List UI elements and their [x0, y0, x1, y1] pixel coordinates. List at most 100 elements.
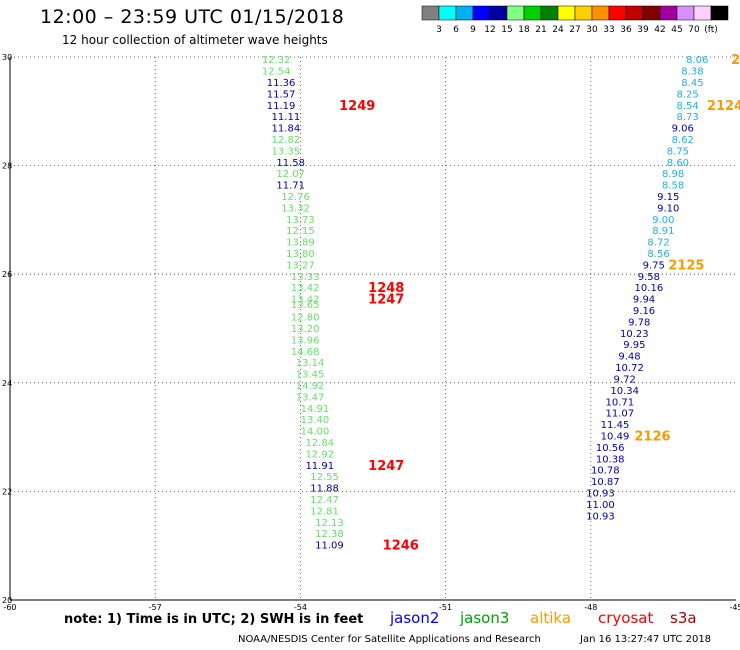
wave-height-value: 8.45: [681, 78, 703, 89]
track-label: 1247: [368, 459, 404, 474]
scale-label: 18: [518, 25, 530, 35]
y-tick-label: 24: [2, 379, 12, 388]
y-tick-label: 30: [2, 53, 12, 62]
wave-height-value: 11.88: [310, 484, 339, 495]
x-tick-label: -60: [3, 603, 16, 612]
wave-height-value: 8.06: [686, 55, 708, 66]
wave-height-value: 9.06: [672, 124, 694, 135]
track-label: 2126: [634, 429, 670, 444]
wave-height-value: 9.95: [623, 340, 645, 351]
wave-height-value: 11.71: [276, 181, 305, 192]
wave-height-value: 12.55: [310, 472, 339, 483]
scale-label: 12: [484, 25, 495, 35]
y-tick-label: 20: [2, 596, 12, 605]
wave-height-value: 12.38: [315, 529, 344, 540]
footer-timestamp: Jan 16 13:27:47 UTC 2018: [580, 634, 712, 645]
wave-height-value: 11.91: [305, 461, 334, 472]
wave-height-value: 9.16: [633, 306, 655, 317]
wave-height-value: 14.92: [296, 381, 325, 392]
mission-cryosat: cryosat: [598, 609, 654, 627]
scale-label: 42: [654, 25, 665, 35]
footer-credit: NOAA/NESDIS Center for Satellite Applica…: [238, 634, 541, 645]
wave-height-value: 10.72: [615, 363, 644, 374]
wave-height-value: 13.20: [291, 324, 320, 335]
wave-height-value: 8.91: [652, 226, 674, 237]
wave-height-value: 11.36: [267, 78, 296, 89]
scale-label: 36: [620, 25, 632, 35]
scale-label: 27: [569, 25, 580, 35]
scale-label: 15: [501, 25, 512, 35]
color-scale: 3 6 9 12 15 18 21 24 27 30 33 36 39 42 45 70 (ft): [421, 5, 729, 35]
wave-height-value: 13.33: [291, 272, 320, 283]
wave-height-value: 13.45: [296, 370, 325, 381]
wave-height-value: 11.07: [606, 409, 635, 420]
wave-height-value: 11.00: [586, 500, 615, 511]
wave-height-value: 13.65: [291, 300, 320, 311]
track-label: 1248: [368, 281, 404, 296]
wave-height-value: 10.38: [596, 454, 625, 465]
wave-height-value: 12.82: [272, 135, 301, 146]
scale-label: 30: [586, 25, 598, 35]
y-tick-label: 28: [2, 162, 12, 171]
wave-height-value: 12.81: [310, 506, 339, 517]
wave-height-value: 8.38: [681, 67, 703, 78]
x-tick-label: -54: [294, 603, 307, 612]
wave-height-value: 12.15: [286, 226, 315, 237]
scale-label: 39: [637, 25, 649, 35]
wave-height-value: 8.58: [662, 181, 684, 192]
x-tick-label: -45: [729, 603, 740, 612]
map-title: 12:00 – 23:59 UTC 01/15/2018: [40, 6, 345, 28]
wave-height-value: 14.68: [291, 347, 320, 358]
wave-height-value: 9.72: [614, 374, 636, 385]
wave-height-value: 9.10: [657, 203, 679, 214]
wave-height-value: 12.84: [305, 438, 334, 449]
wave-height-value: 10.56: [596, 443, 625, 454]
mission-altika: altika: [530, 609, 572, 627]
wave-height-value: 12.07: [276, 169, 305, 180]
wave-height-value: 11.11: [272, 112, 301, 123]
wave-height-value: 11.58: [276, 158, 305, 169]
track-label: 2125: [668, 258, 704, 273]
wave-height-value: 8.56: [647, 249, 669, 260]
wave-height-value: 11.09: [315, 541, 344, 552]
wave-height-value: 10.93: [586, 511, 615, 522]
track-label: 2123: [731, 53, 740, 68]
wave-height-value: 12.13: [315, 518, 344, 529]
track-label: 1247: [368, 293, 404, 308]
scale-label: 24: [552, 25, 564, 35]
wave-height-value: 13.73: [286, 215, 315, 226]
wave-height-value: 9.78: [628, 317, 650, 328]
scale-label: 9: [470, 25, 476, 35]
wave-height-value: 13.40: [301, 415, 330, 426]
x-tick-label: -57: [149, 603, 162, 612]
scale-label: 45: [671, 25, 682, 35]
wave-height-value: 12.80: [291, 313, 320, 324]
wave-height-value: 10.49: [601, 431, 630, 442]
wave-height-value: 8.60: [667, 158, 689, 169]
wave-height-value: 12.54: [262, 67, 291, 78]
wave-height-value: 11.45: [601, 420, 630, 431]
wave-height-value: 8.75: [667, 146, 689, 157]
wave-height-value: 10.78: [591, 466, 620, 477]
wave-height-value: 13.47: [296, 392, 325, 403]
wave-height-value: 12.47: [310, 495, 339, 506]
x-tick-label: -51: [439, 603, 452, 612]
wave-height-value: 8.73: [676, 112, 698, 123]
wave-height-value: 11.57: [267, 89, 296, 100]
scale-label: 3: [436, 25, 442, 35]
wave-height-value: 13.42: [291, 295, 320, 306]
wave-height-value: 8.54: [676, 101, 698, 112]
wave-height-value: 8.98: [662, 169, 684, 180]
wave-height-value: 9.00: [652, 215, 674, 226]
wave-height-value: 10.16: [635, 283, 664, 294]
wave-height-value: 9.15: [657, 192, 679, 203]
track-label: 1249: [339, 99, 375, 114]
wave-height-value: 9.94: [633, 295, 655, 306]
wave-height-value: 9.58: [638, 272, 660, 283]
wave-height-value: 9.75: [643, 260, 665, 271]
wave-height-value: 10.87: [591, 477, 620, 488]
wave-height-value: 13.80: [286, 249, 315, 260]
scale-label: 33: [603, 25, 614, 35]
wave-height-value: 11.19: [267, 101, 296, 112]
